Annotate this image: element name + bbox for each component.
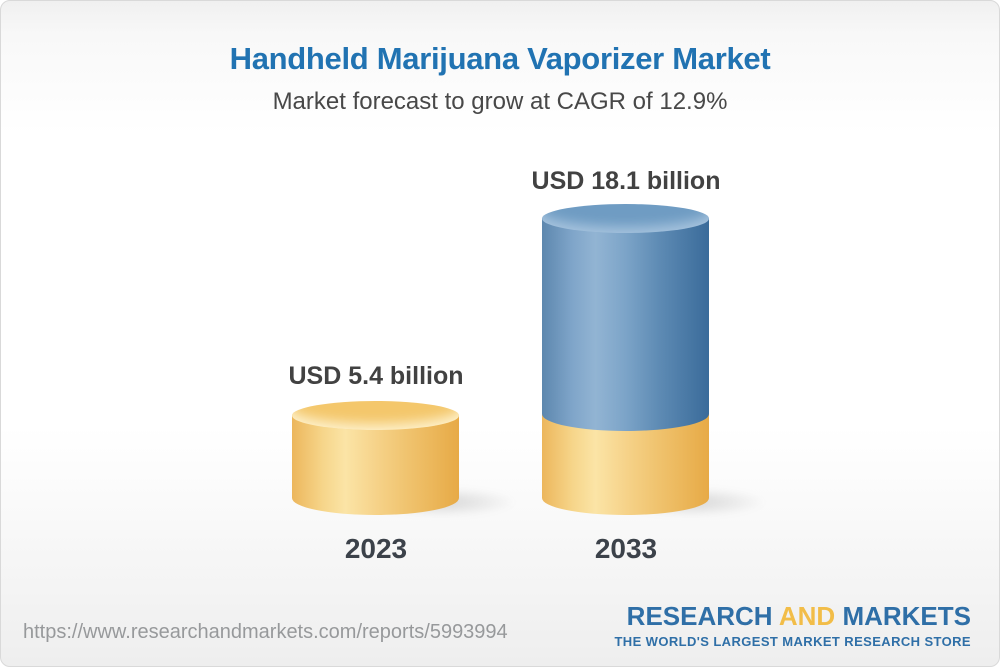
logo-wordmark: RESEARCH AND MARKETS <box>614 603 971 629</box>
axis-label-2033: 2033 <box>594 533 658 564</box>
value-label-2023: USD 5.4 billion <box>288 362 464 390</box>
logo-word-markets: MARKETS <box>842 601 971 631</box>
report-url-link[interactable]: https://www.researchandmarkets.com/repor… <box>23 621 508 643</box>
bar-2033-cylinder-top <box>542 204 709 233</box>
axis-label-2023: 2023 <box>344 533 408 564</box>
bar-2023-cylinder-top <box>292 401 459 430</box>
page-title: Handheld Marijuana Vaporizer Market <box>229 41 771 76</box>
logo-word-and: AND <box>778 601 836 631</box>
page-subtitle: Market forecast to grow at CAGR of 12.9% <box>272 88 728 115</box>
bar-2033-growth-segment <box>542 218 709 431</box>
bar-2023-cylinder <box>292 415 459 515</box>
logo-tagline: THE WORLD'S LARGEST MARKET RESEARCH STOR… <box>614 634 971 649</box>
logo-word-research: RESEARCH <box>626 601 773 631</box>
research-and-markets-logo: RESEARCH AND MARKETS THE WORLD'S LARGEST… <box>614 603 971 649</box>
value-label-2033: USD 18.1 billion <box>531 167 721 195</box>
